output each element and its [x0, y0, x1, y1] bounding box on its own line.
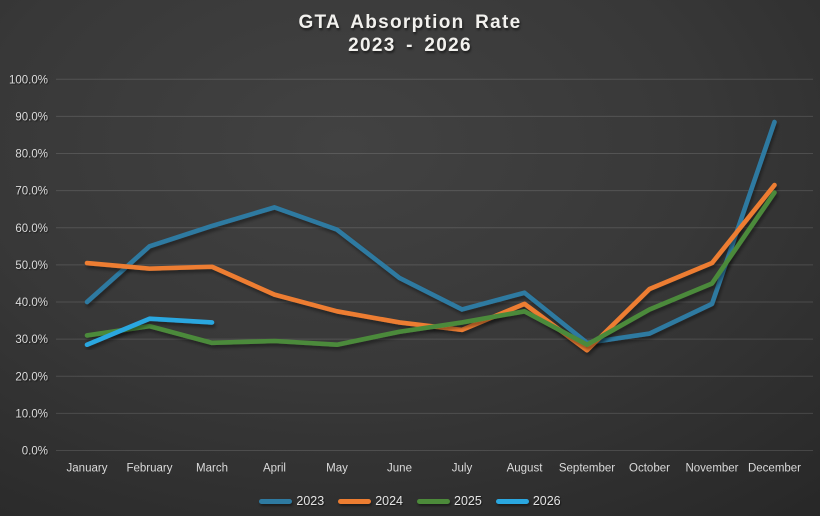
y-tick-label: 70.0%	[15, 186, 48, 198]
x-tick-label: December	[748, 463, 801, 475]
legend-label: 2026	[532, 494, 561, 508]
x-tick-label: April	[263, 463, 286, 475]
series-lines	[84, 119, 777, 353]
legend-label: 2024	[375, 494, 403, 508]
series-line-2026	[84, 316, 215, 348]
legend-item-2026: 2026	[495, 494, 561, 508]
y-tick-label: 90.0%	[15, 111, 48, 123]
y-tick-label: 20.0%	[15, 371, 48, 383]
gridlines	[56, 78, 813, 451]
x-tick-label: September	[559, 463, 615, 475]
y-tick-label: 30.0%	[15, 334, 48, 346]
y-tick-label: 0.0%	[22, 446, 48, 458]
x-tick-label: May	[326, 463, 348, 475]
chart-title: GTA Absorption Rate 2023 - 2026	[0, 11, 820, 57]
y-tick-label: 80.0%	[15, 149, 48, 161]
legend-swatch-2026	[495, 498, 529, 504]
chart-title-line2: 2023 - 2026	[348, 35, 472, 57]
legend-item-2023: 2023	[259, 494, 324, 508]
x-tick-label: March	[196, 463, 228, 475]
x-tick-label: January	[67, 463, 108, 475]
legend-label: 2023	[296, 494, 325, 508]
y-tick-label: 10.0%	[15, 408, 48, 420]
legend-item-2025: 2025	[417, 494, 482, 508]
x-tick-label: August	[507, 463, 544, 475]
y-axis-labels: 0.0% 10.0% 20.0% 30.0% 40.0% 50.0% 60.0% 70.0% 8…	[9, 74, 48, 457]
y-tick-label: 50.0%	[15, 260, 48, 272]
y-tick-label: 100.0%	[9, 74, 48, 86]
x-axis-labels: January February March April May June July Augu…	[67, 463, 802, 475]
legend-item-2024: 2024	[338, 494, 403, 508]
x-tick-label: June	[387, 463, 412, 475]
legend-swatch-2025	[417, 498, 450, 504]
y-tick-label: 60.0%	[15, 223, 48, 235]
legend-swatch-2023	[259, 498, 293, 504]
legend-swatch-2024	[338, 498, 372, 504]
chart-title-line1: GTA Absorption Rate	[298, 12, 522, 33]
chart-legend: 2023 2024 2025 2026	[0, 494, 820, 508]
legend-label: 2025	[454, 494, 482, 508]
series-line-2025	[84, 190, 777, 348]
x-tick-label: February	[126, 463, 172, 475]
series-line-2023	[84, 119, 777, 346]
x-tick-label: July	[452, 463, 473, 475]
x-tick-label: November	[685, 463, 738, 475]
x-tick-label: October	[629, 463, 670, 475]
y-tick-label: 40.0%	[15, 297, 48, 309]
